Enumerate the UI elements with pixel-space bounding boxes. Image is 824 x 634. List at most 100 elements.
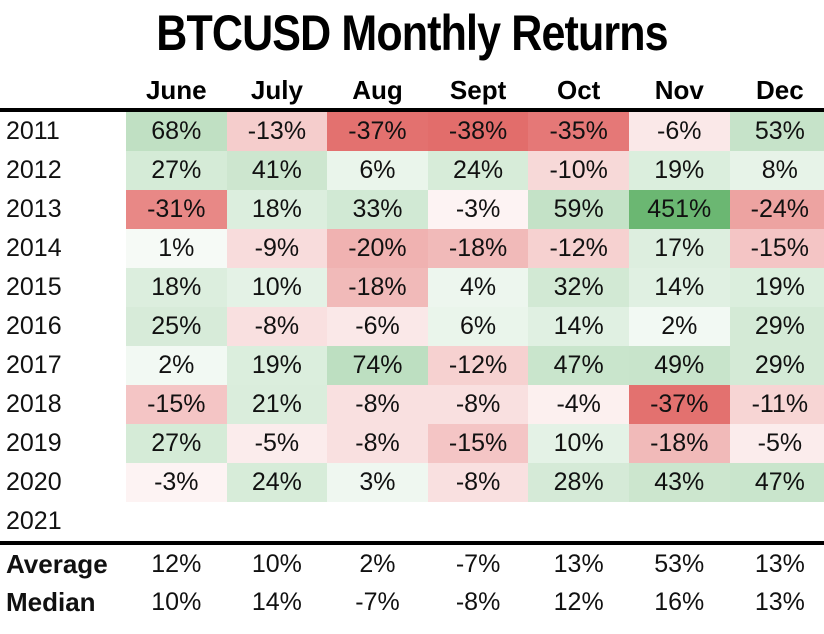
return-cell: 10% (528, 424, 629, 463)
return-cell: 32% (528, 268, 629, 307)
return-cell: 29% (729, 307, 824, 346)
summary-cell: 2% (359, 549, 396, 578)
return-cell: 68% (126, 110, 227, 151)
summary-cell: 10% (251, 549, 302, 578)
column-header: Sept (449, 74, 507, 105)
return-cell: 25% (126, 307, 227, 346)
return-cell: 451% (628, 190, 730, 229)
return-cell: -8% (427, 385, 529, 424)
year-label: 2014 (6, 234, 62, 262)
table-row: 2015 18% 10% -18% 4% 32% 14% 19% (0, 268, 824, 307)
return-cell: -37% (628, 385, 730, 424)
table-row: 2019 27% -5% -8% -15% 10% -18% -5% (0, 424, 824, 463)
chart-title: BTCUSD Monthly Returns (156, 5, 668, 61)
return-cell: -18% (628, 424, 730, 463)
return-cell: 74% (327, 346, 428, 385)
return-cell: 27% (126, 424, 227, 463)
corner-cell (0, 72, 126, 110)
return-cell: 18% (226, 190, 328, 229)
return-cell: -12% (528, 229, 629, 268)
table-row: 2021 (0, 502, 824, 543)
table-row: 2020 -3% 24% 3% -8% 28% 43% 47% (0, 463, 824, 502)
column-header: Oct (557, 74, 601, 105)
summary-label: Average (6, 548, 108, 579)
summary-label: Median (6, 586, 96, 617)
column-header: Dec (756, 74, 804, 105)
year-label: 2021 (6, 507, 62, 535)
return-cell (629, 502, 730, 543)
summary-cell: 13% (553, 549, 604, 578)
summary-cell: 12% (553, 587, 604, 616)
year-label: 2018 (6, 390, 62, 418)
return-cell: -3% (427, 190, 529, 229)
return-cell: -5% (729, 424, 824, 463)
return-cell: 24% (427, 151, 529, 190)
return-cell: -15% (427, 424, 529, 463)
return-cell: -20% (327, 229, 428, 268)
year-label: 2011 (6, 117, 60, 145)
table-row: 2018 -15% 21% -8% -8% -4% -37% -11% (0, 385, 824, 424)
return-cell: 33% (327, 190, 428, 229)
header-row: June July Aug Sept Oct Nov Dec (0, 72, 824, 110)
return-cell: -15% (126, 385, 227, 424)
return-cell: -8% (327, 385, 428, 424)
summary-cell: -7% (455, 549, 501, 578)
summary-cell: 14% (251, 587, 302, 616)
return-cell: 19% (729, 268, 824, 307)
return-cell: -31% (126, 190, 227, 229)
return-cell: 43% (628, 463, 730, 502)
summary-row: Average 12% 10% 2% -7% 13% 53% 13% (0, 545, 824, 583)
return-cell (327, 502, 428, 543)
return-cell: 59% (528, 190, 629, 229)
return-cell: 1% (126, 229, 227, 268)
return-cell: 14% (528, 307, 629, 346)
return-cell (428, 502, 529, 543)
return-cell: -18% (427, 229, 529, 268)
table-row: 2017 2% 19% 74% -12% 47% 49% 29% (0, 346, 824, 385)
summary-cell: 53% (654, 549, 705, 578)
table-row: 2013 -31% 18% 33% -3% 59% 451% -24% (0, 190, 824, 229)
return-cell: 3% (327, 463, 428, 502)
return-cell: -37% (327, 110, 428, 151)
return-cell: -13% (226, 110, 328, 151)
year-label: 2019 (6, 429, 62, 457)
summary-cell: 10% (151, 587, 202, 616)
return-cell: 47% (729, 463, 824, 502)
return-cell: 24% (226, 463, 328, 502)
return-cell: 41% (226, 151, 328, 190)
summary-cell: 13% (754, 549, 805, 578)
return-cell: 27% (126, 151, 227, 190)
return-cell: -8% (427, 463, 529, 502)
return-cell: 53% (729, 110, 824, 151)
return-cell: -15% (729, 229, 824, 268)
return-cell: -38% (427, 110, 529, 151)
return-cell: -10% (528, 151, 629, 190)
table-row: 2011 68% -13% -37% -38% -35% -6% 53% (0, 110, 824, 151)
return-cell: -35% (528, 110, 629, 151)
return-cell (126, 502, 227, 543)
table-row: 2012 27% 41% 6% 24% -10% 19% 8% (0, 151, 824, 190)
return-cell (528, 502, 629, 543)
summary-cell: -7% (355, 587, 400, 616)
return-cell: 2% (628, 307, 730, 346)
return-cell: -9% (226, 229, 328, 268)
return-cell: 10% (226, 268, 328, 307)
year-label: 2016 (6, 312, 62, 340)
column-header: Aug (352, 74, 403, 105)
column-header: Nov (654, 74, 704, 105)
return-cell: -6% (327, 307, 428, 346)
return-cell: 14% (628, 268, 730, 307)
return-cell: 6% (327, 151, 428, 190)
summary-cell: 16% (654, 587, 705, 616)
return-cell: 28% (528, 463, 629, 502)
return-cell: -12% (427, 346, 529, 385)
year-label: 2015 (6, 273, 62, 301)
return-cell: 4% (427, 268, 529, 307)
return-cell: 18% (126, 268, 227, 307)
table-row: 2014 1% -9% -20% -18% -12% 17% -15% (0, 229, 824, 268)
return-cell: -18% (327, 268, 428, 307)
return-cell: -3% (126, 463, 227, 502)
summary-cell: -8% (455, 587, 501, 616)
return-cell: 6% (427, 307, 529, 346)
return-cell: -6% (628, 110, 730, 151)
